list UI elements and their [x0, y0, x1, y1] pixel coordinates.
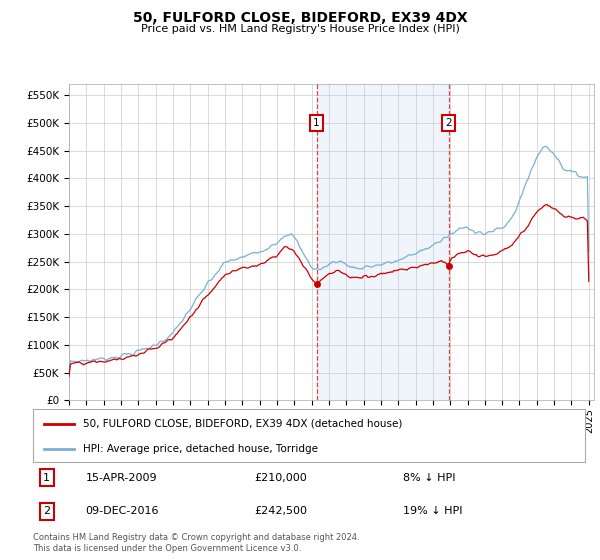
Text: 8% ↓ HPI: 8% ↓ HPI	[403, 473, 455, 483]
Text: 1: 1	[43, 473, 50, 483]
Text: 1: 1	[313, 118, 320, 128]
Text: 09-DEC-2016: 09-DEC-2016	[85, 506, 159, 516]
Text: HPI: Average price, detached house, Torridge: HPI: Average price, detached house, Torr…	[83, 444, 317, 454]
Text: 2: 2	[445, 118, 452, 128]
Text: Price paid vs. HM Land Registry's House Price Index (HPI): Price paid vs. HM Land Registry's House …	[140, 24, 460, 34]
Text: 50, FULFORD CLOSE, BIDEFORD, EX39 4DX (detached house): 50, FULFORD CLOSE, BIDEFORD, EX39 4DX (d…	[83, 419, 402, 429]
Text: 2: 2	[43, 506, 50, 516]
Text: 19% ↓ HPI: 19% ↓ HPI	[403, 506, 463, 516]
Bar	[317, 84, 449, 400]
Text: 50, FULFORD CLOSE, BIDEFORD, EX39 4DX: 50, FULFORD CLOSE, BIDEFORD, EX39 4DX	[133, 11, 467, 25]
Text: 15-APR-2009: 15-APR-2009	[85, 473, 157, 483]
Text: Contains HM Land Registry data © Crown copyright and database right 2024.
This d: Contains HM Land Registry data © Crown c…	[33, 533, 359, 553]
Text: £210,000: £210,000	[254, 473, 307, 483]
Text: £242,500: £242,500	[254, 506, 307, 516]
